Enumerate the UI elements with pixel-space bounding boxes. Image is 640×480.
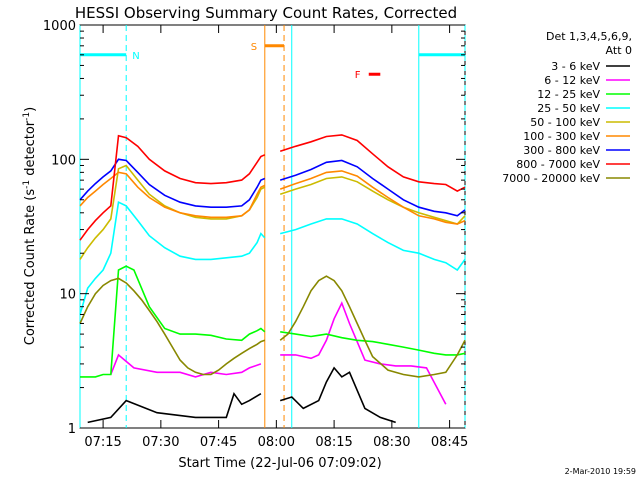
series-line-6 [279, 159, 466, 217]
y-axis-label: Corrected Count Rate (s-1 detector-1) [22, 107, 38, 345]
series-line-7 [279, 134, 466, 193]
x-axis-ticks: 07:15 07:30 07:45 08:00 08:15 08:30 08:45 [84, 25, 468, 450]
y-tick-label: 1 [68, 422, 76, 437]
series-line-8 [79, 277, 266, 376]
annotation-layer: N S F [79, 25, 466, 428]
series-line-7 [79, 134, 266, 241]
series-line-1 [110, 353, 262, 378]
x-tick-label: 08:30 [373, 435, 410, 450]
y-axis-ticks: 1 10 100 1000 [43, 19, 465, 437]
x-tick-label: 08:15 [315, 435, 352, 450]
flare-label: F [355, 70, 361, 81]
series-line-5 [279, 170, 466, 225]
plot-frame [79, 24, 466, 429]
legend-label: 300 - 800 keV [523, 144, 600, 157]
chart-title: HESSI Observing Summary Count Rates, Cor… [75, 4, 457, 22]
legend-label: 50 - 100 keV [530, 116, 600, 129]
series-line-2 [280, 331, 466, 356]
x-tick-label: 07:30 [142, 435, 179, 450]
plot-area: NSF 07:15 07:30 07:45 08:00 08:15 08:30 08:45 … [43, 19, 468, 450]
series-line-3 [79, 201, 266, 315]
y-axis-label-end: ) [23, 107, 38, 112]
x-tick-label: 07:15 [84, 435, 121, 450]
x-tick-label: 08:00 [258, 435, 295, 450]
x-axis-label: Start Time (22-Jul-06 07:09:02) [178, 456, 381, 471]
legend-label: 12 - 25 keV [537, 88, 600, 101]
y-tick-label: 10 [59, 288, 76, 303]
series-line-2 [80, 265, 266, 378]
series-line-8 [279, 275, 466, 378]
footer-date: 2-Mar-2010 19:59 [565, 467, 636, 476]
y-axis-label-main: Corrected Count Rate (s [23, 189, 38, 346]
series-line-0 [87, 391, 262, 424]
x-tick-label: 07:45 [200, 435, 237, 450]
series-line-4 [279, 176, 466, 225]
legend-label: 6 - 12 keV [544, 74, 600, 87]
y-axis-label-sup1: -1 [22, 180, 32, 189]
series-line-3 [279, 218, 466, 272]
legend-label: 7000 - 20000 keV [502, 172, 600, 185]
series-line-6 [79, 158, 266, 208]
series-line-5 [79, 171, 266, 219]
legend-label: 3 - 6 keV [551, 60, 600, 73]
legend-label: 800 - 7000 keV [516, 158, 600, 171]
legend-header-line2: Att 0 [606, 44, 632, 57]
legend-label: 100 - 300 keV [523, 130, 600, 143]
legend-header-line1: Det 1,3,4,5,6,9, [546, 30, 632, 43]
y-tick-label: 100 [51, 153, 76, 168]
y-axis-label-mid: detector [23, 120, 38, 180]
legend-label: 25 - 50 keV [537, 102, 600, 115]
series-line-1 [280, 301, 447, 405]
night-label: N [132, 51, 139, 62]
series-layer [79, 134, 466, 424]
x-tick-label: 08:45 [431, 435, 468, 450]
series-line-0 [279, 366, 396, 424]
saa-label: S [251, 42, 257, 53]
y-tick-label: 1000 [43, 19, 76, 34]
y-axis-label-sup2: -1 [22, 112, 32, 121]
series-line-4 [79, 164, 266, 260]
